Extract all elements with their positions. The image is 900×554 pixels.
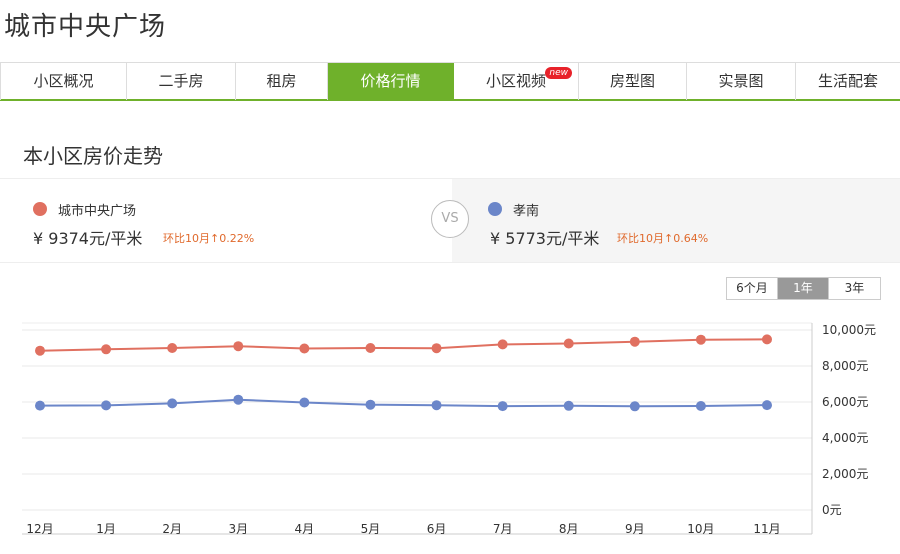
community-change: 环比10月↑0.22% — [163, 232, 255, 245]
data-point — [299, 397, 310, 408]
line-chart-svg: 10,000元 8,000元 6,000元 4,000元 2,000元 0元 12月 1月 2月… — [22, 322, 876, 536]
district-name: 孝南 — [513, 204, 540, 219]
tab-label: 生活配套 — [817, 72, 878, 90]
data-point — [167, 398, 178, 409]
data-point — [35, 400, 45, 411]
data-point — [431, 343, 442, 354]
tab-second-hand[interactable]: 二手房 — [127, 63, 236, 100]
compare-right: 孝南 ¥ 5773元/平米 环比10月↑0.64% — [452, 179, 900, 262]
page-title: 城市中央广场 — [4, 12, 167, 42]
data-point — [695, 401, 706, 411]
data-point — [101, 344, 112, 355]
y-tick-label: 0元 — [822, 503, 842, 517]
x-tick-label: 11月 — [753, 522, 780, 536]
x-tick-label: 7月 — [493, 522, 513, 536]
y-tick-label: 2,000元 — [822, 467, 868, 481]
data-point — [365, 399, 376, 410]
range-3-years[interactable]: 3年 — [829, 278, 880, 299]
x-tick-label: 6月 — [427, 522, 447, 536]
data-point — [695, 334, 706, 345]
tab-video[interactable]: 小区视频 new — [454, 63, 579, 100]
y-tick-label: 10,000元 — [822, 323, 876, 337]
data-point — [35, 345, 45, 356]
tab-amenities[interactable]: 生活配套 — [796, 63, 900, 100]
tab-label: 小区概况 — [33, 72, 94, 90]
x-tick-label: 12月 — [26, 522, 53, 536]
district-change: 环比10月↑0.64% — [617, 232, 709, 245]
data-point — [563, 400, 574, 411]
range-1-year[interactable]: 1年 — [778, 278, 829, 299]
community-name: 城市中央广场 — [58, 204, 137, 219]
community-price: ¥ 9374元/平米 — [33, 229, 143, 248]
tab-rent[interactable]: 租房 — [236, 63, 328, 100]
range-6-months[interactable]: 6个月 — [727, 278, 778, 299]
data-point — [101, 400, 112, 411]
x-tick-label: 5月 — [361, 522, 381, 536]
tab-label: 实景图 — [718, 72, 764, 90]
new-badge: new — [545, 67, 572, 79]
range-selector: 6个月 1年 3年 — [726, 277, 881, 300]
data-point — [762, 400, 772, 411]
district-price: ¥ 5773元/平米 — [490, 229, 600, 248]
price-trend-chart: 10,000元 8,000元 6,000元 4,000元 2,000元 0元 12月 1月 2月… — [0, 300, 900, 554]
tab-label: 租房 — [266, 72, 297, 90]
tab-label: 小区视频 — [485, 72, 546, 90]
x-tick-label: 3月 — [228, 522, 248, 536]
y-tick-label: 8,000元 — [822, 359, 868, 373]
data-point — [167, 343, 178, 353]
data-point — [233, 394, 244, 405]
x-tick-label: 10月 — [687, 522, 714, 536]
data-point — [563, 338, 574, 349]
series-dot-icon — [488, 202, 502, 216]
data-point — [233, 341, 244, 352]
series-line — [39, 398, 768, 408]
x-tick-label: 9月 — [625, 522, 645, 536]
tab-label: 房型图 — [609, 72, 655, 90]
price-compare-panel: 城市中央广场 ¥ 9374元/平米 环比10月↑0.22% 孝南 ¥ 5773元… — [0, 178, 900, 263]
data-point — [299, 343, 310, 354]
data-point — [762, 334, 772, 345]
data-point — [629, 336, 640, 347]
x-tick-label: 4月 — [295, 522, 315, 536]
y-tick-label: 6,000元 — [822, 395, 868, 409]
x-tick-label: 8月 — [559, 522, 579, 536]
tab-price-trend[interactable]: 价格行情 — [328, 63, 454, 100]
compare-left: 城市中央广场 ¥ 9374元/平米 环比10月↑0.22% — [0, 179, 452, 262]
tab-overview[interactable]: 小区概况 — [0, 63, 127, 100]
section-title: 本小区房价走势 — [23, 144, 163, 168]
nav-tabbar: 小区概况 二手房 租房 价格行情 小区视频 new 房型图 实景图 生活配套 — [0, 62, 900, 101]
tab-photos[interactable]: 实景图 — [687, 63, 796, 100]
data-point — [497, 401, 508, 412]
tab-label: 价格行情 — [360, 72, 421, 90]
data-point — [497, 339, 508, 350]
series-line — [39, 338, 768, 352]
vs-badge: VS — [431, 200, 469, 238]
x-tick-label: 1月 — [96, 522, 116, 536]
data-point — [431, 400, 442, 411]
data-point — [365, 343, 376, 353]
y-tick-label: 4,000元 — [822, 431, 868, 445]
tab-floorplan[interactable]: 房型图 — [579, 63, 687, 100]
tab-label: 二手房 — [158, 72, 204, 90]
series-dot-icon — [33, 202, 47, 216]
x-tick-label: 2月 — [162, 522, 182, 536]
data-point — [629, 401, 640, 412]
